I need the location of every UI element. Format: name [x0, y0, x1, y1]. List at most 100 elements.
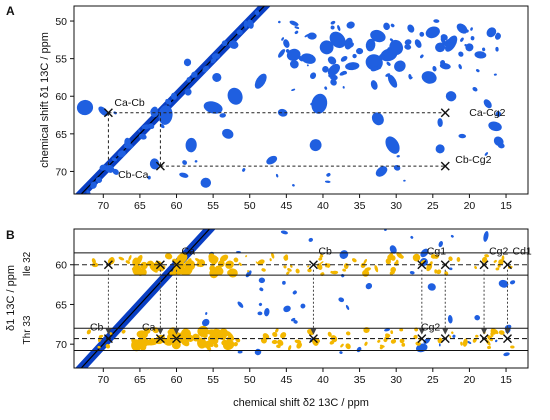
panel-a-diagonal-peak — [141, 124, 151, 130]
thr33-peak-marker — [155, 334, 165, 344]
panel-b-strip-peak — [385, 258, 391, 265]
panel-b-x-tick-label: 20 — [464, 374, 476, 386]
panel-a-peak-label: Ca-Cg2 — [469, 107, 505, 119]
panel-a-peak-small — [372, 39, 375, 43]
panel-b-strip-peak — [363, 327, 370, 333]
panel-a-peak-small — [327, 56, 337, 65]
panel-a-peak-small — [389, 38, 394, 42]
panel-b-background-peak — [338, 297, 345, 303]
panel-b-strip-peak — [319, 261, 324, 264]
panel-b-background-peak — [483, 231, 489, 242]
panel-a-peak-small — [285, 49, 290, 53]
panel-a-diagonal-peak — [211, 53, 221, 60]
panel-a-peak — [456, 23, 468, 34]
panel-a-peak — [465, 43, 474, 52]
panel-a-peak-small — [278, 20, 281, 24]
panel-b-strip-peak — [233, 341, 238, 347]
panel-b-frame — [73, 228, 529, 369]
panel-a-peak-small — [460, 37, 464, 42]
panel-b-strip-dense-peak — [208, 254, 219, 264]
panel-a-y-tick-label: 70 — [55, 166, 67, 178]
panel-a-peak — [486, 27, 497, 38]
panel-b-background-peak — [283, 305, 291, 313]
panel-b-strip-peak — [474, 265, 477, 270]
panel-a-diagonal-peak — [165, 98, 172, 105]
panel-b-annotations: Ca Cb Cg1 Cg2 Cd1 Cb Ca Cg2 — [74, 246, 532, 352]
panel-b-background-peak — [467, 341, 472, 344]
panel-a-peak-small — [294, 26, 300, 29]
panel-a-peak — [179, 172, 189, 178]
panel-a-peak — [203, 101, 223, 114]
panel-a-x-tick-label: 15 — [500, 200, 512, 212]
panel-a-peak-small — [385, 73, 391, 77]
panel-b-strip-peak — [388, 252, 394, 259]
panel-a-peak-label: Cb-Ca — [118, 169, 149, 181]
panel-a-peak-small — [306, 64, 309, 67]
ile32-peak-marker — [479, 260, 489, 270]
panel-a-speck — [393, 164, 401, 171]
panel-b-strip-dense-peak — [221, 339, 228, 346]
panel-a-peak-small — [482, 47, 486, 52]
panel-a-peak — [435, 42, 446, 53]
ile32-peak-label: Cg2 — [489, 246, 508, 258]
panel-a-peak — [183, 58, 192, 67]
panel-b-strip-peak — [475, 334, 479, 338]
panel-a-diagonal-peak — [138, 133, 147, 140]
panel-a-speck — [194, 160, 198, 163]
panel-a-peak-small — [352, 53, 357, 59]
panel-b-strip-peak — [318, 257, 323, 261]
panel-b-background-peak — [339, 351, 343, 354]
panel-a-speck — [495, 111, 502, 117]
panel-a-diagonal-peak — [95, 177, 103, 183]
panel-b-strip-peak — [272, 332, 278, 338]
panel-a-peak — [435, 144, 445, 154]
panel-a-peak-small — [328, 72, 334, 78]
panel-a-peak-small — [322, 66, 329, 73]
panel-b-background-peak — [308, 237, 314, 242]
ile32-peak-label: Ca — [182, 246, 196, 258]
panel-b-strip-peak — [283, 255, 289, 261]
panel-b-background-peak — [438, 241, 443, 248]
panel-b-strip-peak — [430, 254, 437, 259]
panel-b-background-peak — [341, 273, 345, 278]
panel-b-background-peak — [356, 346, 362, 353]
panel-b-strip-dense-peak — [203, 340, 213, 348]
panel-b-strip-peak — [271, 339, 278, 345]
panel-a-speck — [138, 129, 141, 133]
panel-a-peak — [445, 91, 457, 102]
panel-b-strip-peak — [343, 263, 349, 269]
panel-b-strip-peak — [286, 271, 290, 275]
panel-a-peak-marker-stroke-b — [440, 161, 450, 171]
panel-a-peak-marker — [155, 161, 165, 171]
thr33-peak-marker-stroke-b — [503, 334, 512, 344]
panel-a-peak-marker-stroke-b — [440, 108, 450, 118]
panel-a-x-tick-label: 55 — [207, 200, 219, 212]
panel-b-background-peak — [282, 280, 286, 285]
panel-b-strip-dense-peak — [181, 327, 188, 336]
panel-b-x-tick-label: 45 — [281, 374, 293, 386]
panel-a-diagonal-peak — [228, 40, 239, 49]
panel-b-background-peak — [264, 307, 270, 317]
panel-b-spectrum — [75, 229, 516, 368]
panel-a-diagonal-peak — [170, 92, 177, 100]
panel-b-strip-peak — [498, 259, 504, 266]
panel-b-strip-peak — [128, 255, 132, 261]
panel-b-strip-dense-peak — [169, 271, 177, 276]
panel-a-peak — [283, 39, 290, 48]
ile32-row-label: Ile 32 — [22, 251, 33, 276]
panel-b-background-peak — [201, 318, 210, 327]
panel-b-strip-peak — [490, 332, 494, 338]
panel-a-x-tick-label: 30 — [390, 200, 402, 212]
panel-a-peak-small — [419, 31, 425, 37]
panel-a-peak-small — [339, 70, 347, 76]
panel-b-strip-dense-peak — [136, 330, 148, 339]
panel-b-strip-peak — [472, 337, 477, 343]
panel-b-axes: 70 65 60 55 50 45 40 35 30 25 20 15 60 65 70 — [55, 260, 512, 386]
panel-a-peak-small — [441, 61, 444, 65]
panel-a-peak — [149, 158, 160, 170]
panel-a-x-tick-label: 60 — [171, 200, 183, 212]
panel-b-strip-peak — [327, 331, 332, 337]
panel-b-strip-peak — [247, 270, 250, 273]
panel-b-background-peak — [494, 339, 498, 343]
panel-b-strip-peak — [510, 345, 515, 349]
